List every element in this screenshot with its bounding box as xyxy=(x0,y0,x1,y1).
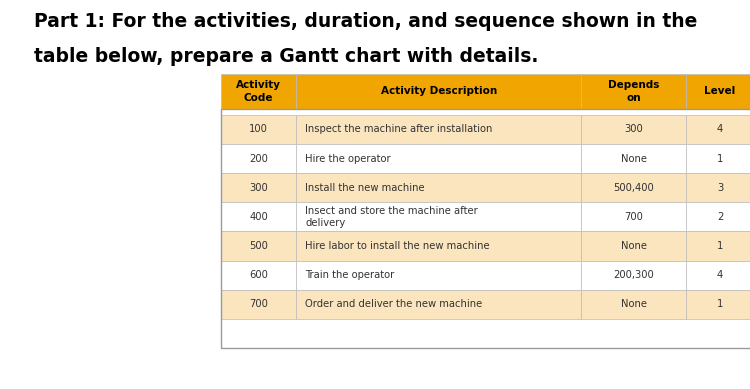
Text: 1: 1 xyxy=(717,300,723,309)
Bar xyxy=(686,202,750,231)
Text: 700: 700 xyxy=(249,300,268,309)
Text: 200,300: 200,300 xyxy=(614,270,654,280)
Text: table below, prepare a Gantt chart with details.: table below, prepare a Gantt chart with … xyxy=(34,47,538,66)
Text: 400: 400 xyxy=(249,212,268,222)
Bar xyxy=(221,144,296,173)
Text: 1: 1 xyxy=(717,241,723,251)
Bar xyxy=(581,261,686,290)
Bar xyxy=(221,231,296,261)
Text: Level: Level xyxy=(704,86,736,96)
Text: Install the new machine: Install the new machine xyxy=(305,183,424,193)
Text: Activity
Code: Activity Code xyxy=(236,80,281,103)
Bar xyxy=(581,290,686,319)
Bar xyxy=(296,202,581,231)
Bar xyxy=(581,231,686,261)
Text: Hire the operator: Hire the operator xyxy=(305,154,391,163)
Bar xyxy=(296,144,581,173)
Text: Order and deliver the new machine: Order and deliver the new machine xyxy=(305,300,482,309)
Text: 2: 2 xyxy=(717,212,723,222)
Bar xyxy=(296,261,581,290)
Bar xyxy=(296,173,581,202)
Text: 300: 300 xyxy=(249,183,268,193)
Bar xyxy=(296,115,581,144)
Bar xyxy=(221,202,296,231)
Bar xyxy=(221,74,296,109)
Text: 200: 200 xyxy=(249,154,268,163)
Bar xyxy=(581,115,686,144)
Text: None: None xyxy=(621,241,646,251)
Bar xyxy=(221,173,296,202)
Text: 100: 100 xyxy=(249,124,268,134)
Bar xyxy=(686,173,750,202)
Bar xyxy=(686,261,750,290)
Bar xyxy=(686,231,750,261)
Text: Depends
on: Depends on xyxy=(608,80,659,103)
Text: Hire labor to install the new machine: Hire labor to install the new machine xyxy=(305,241,490,251)
Text: Insect and store the machine after
delivery: Insect and store the machine after deliv… xyxy=(305,206,478,228)
Text: 600: 600 xyxy=(249,270,268,280)
Text: 4: 4 xyxy=(717,270,723,280)
Text: Train the operator: Train the operator xyxy=(305,270,395,280)
Bar xyxy=(686,74,750,109)
Bar xyxy=(581,202,686,231)
Bar xyxy=(686,144,750,173)
Bar xyxy=(296,290,581,319)
Text: None: None xyxy=(621,300,646,309)
Text: 500: 500 xyxy=(249,241,268,251)
Text: Inspect the machine after installation: Inspect the machine after installation xyxy=(305,124,493,134)
Text: 700: 700 xyxy=(624,212,644,222)
Bar xyxy=(221,290,296,319)
Bar xyxy=(221,109,750,348)
Text: Activity Description: Activity Description xyxy=(380,86,496,96)
Text: 4: 4 xyxy=(717,124,723,134)
Text: 3: 3 xyxy=(717,183,723,193)
Text: 1: 1 xyxy=(717,154,723,163)
Bar xyxy=(296,74,581,109)
Text: None: None xyxy=(621,154,646,163)
Bar xyxy=(221,115,296,144)
Bar xyxy=(581,74,686,109)
Text: 500,400: 500,400 xyxy=(614,183,654,193)
Text: Part 1: For the activities, duration, and sequence shown in the: Part 1: For the activities, duration, an… xyxy=(34,12,698,31)
Bar xyxy=(221,261,296,290)
Text: 300: 300 xyxy=(624,124,643,134)
Bar xyxy=(686,290,750,319)
Bar xyxy=(686,115,750,144)
Bar xyxy=(581,173,686,202)
Bar xyxy=(296,231,581,261)
Bar xyxy=(581,144,686,173)
